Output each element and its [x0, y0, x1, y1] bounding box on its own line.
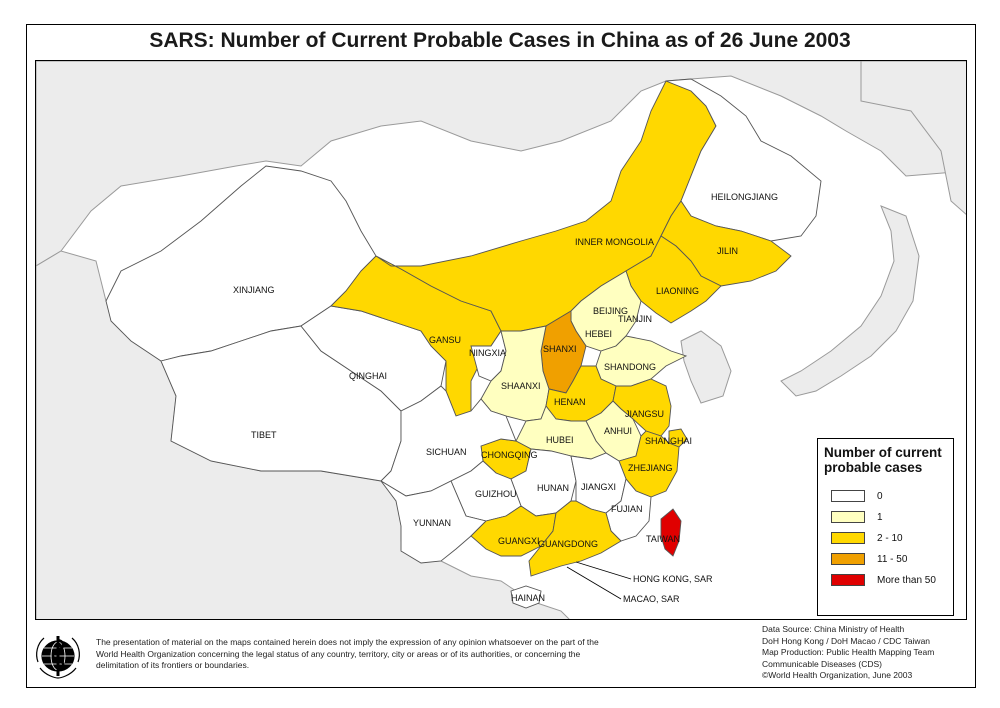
macao-callout: MACAO, SAR — [623, 594, 680, 604]
province-label: SHAANXI — [501, 381, 541, 391]
legend-item-4: More than 50 — [831, 573, 936, 587]
legend-swatch — [831, 574, 865, 586]
province-label: GUIZHOU — [475, 489, 517, 499]
map-area: XINJIANG TIBET QINGHAI GANSU INNER MONGOLIA H… — [35, 60, 967, 620]
province-label: HENAN — [554, 397, 586, 407]
legend-label: 0 — [877, 490, 883, 502]
province-label: FUJIAN — [611, 504, 643, 514]
province-taiwan — [660, 508, 682, 557]
legend-title-line2: probable cases — [824, 460, 923, 475]
land-north — [36, 61, 966, 267]
province-label: HUNAN — [537, 483, 569, 493]
neighboring-countries — [36, 61, 966, 619]
who-emblem-icon — [36, 636, 80, 679]
credit-line: DoH Hong Kong / DoH Macao / CDC Taiwan — [762, 635, 931, 646]
legend-item-2: 2 - 10 — [831, 531, 903, 545]
disclaimer-text: The presentation of material on the maps… — [96, 637, 599, 670]
credit-line: Data Source: China Ministry of Health — [762, 624, 905, 634]
province-label: TIANJIN — [618, 314, 652, 324]
province-label: ANHUI — [604, 426, 632, 436]
macao-leader — [566, 566, 622, 600]
hong-kong-leader — [575, 561, 632, 580]
china-map: XINJIANG TIBET QINGHAI GANSU INNER MONGOLIA H… — [36, 61, 966, 619]
land-korea — [680, 330, 732, 404]
province-label: GUANGDONG — [538, 539, 598, 549]
province-label: HAINAN — [511, 593, 545, 603]
province-label: LIAONING — [656, 286, 699, 296]
credits-block: Data Source: China Ministry of Health Do… — [762, 624, 972, 682]
province-label: TAIWAN — [646, 534, 680, 544]
legend-swatch — [831, 553, 865, 565]
credit-line: Communicable Diseases (CDS) — [762, 658, 882, 669]
province-label: HEBEI — [585, 329, 612, 339]
province-guangdong — [528, 500, 622, 577]
province-label: HEILONGJIANG — [711, 192, 778, 202]
land-japan — [780, 205, 920, 397]
legend-label: 1 — [877, 511, 883, 523]
province-label: INNER MONGOLIA — [575, 237, 654, 247]
legend-panel: Number of current probable cases 0 1 2 -… — [817, 438, 954, 616]
province-hainan — [510, 585, 542, 609]
province-label: JIANGSU — [625, 409, 664, 419]
province-label: SHANXI — [543, 344, 577, 354]
legend-label: More than 50 — [877, 574, 936, 586]
province-label: XINJIANG — [233, 285, 275, 295]
province-label: YUNNAN — [413, 518, 451, 528]
callout-lines — [566, 561, 632, 600]
province-label: HUBEI — [546, 435, 574, 445]
legend-swatch — [831, 490, 865, 502]
province-shanghai — [668, 428, 688, 448]
legend-title: Number of current probable cases — [824, 445, 942, 475]
province-label: SICHUAN — [426, 447, 467, 457]
legend-label: 11 - 50 — [877, 553, 908, 565]
province-labels: XINJIANG TIBET QINGHAI GANSU INNER MONGOLIA H… — [233, 192, 778, 603]
province-label: GUANGXI — [498, 536, 540, 546]
province-label: BEIJING — [593, 306, 628, 316]
legend-label: 2 - 10 — [877, 532, 903, 544]
credit-line: ©World Health Organization, June 2003 — [762, 670, 913, 680]
hong-kong-callout: HONG KONG, SAR — [633, 574, 713, 584]
credit-line: Map Production: Public Health Mapping Te… — [762, 647, 935, 657]
province-label: GANSU — [429, 335, 461, 345]
legend-item-3: 11 - 50 — [831, 552, 907, 566]
province-label: JILIN — [717, 246, 738, 256]
province-label: QINGHAI — [349, 371, 387, 381]
province-label: NINGXIA — [469, 348, 506, 358]
province-label: CHONGQING — [481, 450, 538, 460]
legend-item-1: 1 — [831, 510, 883, 524]
province-label: JIANGXI — [581, 482, 616, 492]
land-east-russia — [860, 61, 966, 215]
legend-swatch — [831, 511, 865, 523]
legend-title-line1: Number of current — [824, 445, 942, 460]
map-title: SARS: Number of Current Probable Cases i… — [149, 29, 851, 52]
province-yunnan — [380, 480, 487, 564]
province-label: SHANDONG — [604, 362, 656, 372]
legend-swatch — [831, 532, 865, 544]
china-provinces — [105, 78, 822, 609]
province-label: ZHEJIANG — [628, 463, 673, 473]
legend-item-0: 0 — [831, 489, 883, 503]
province-label: TIBET — [251, 430, 277, 440]
province-label: SHANGHAI — [645, 436, 692, 446]
